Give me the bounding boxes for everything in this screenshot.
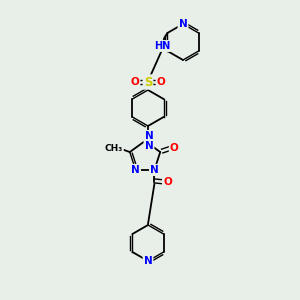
Text: CH₃: CH₃ <box>105 144 123 153</box>
Text: N: N <box>145 141 153 151</box>
Text: O: O <box>163 177 172 187</box>
Text: N: N <box>144 256 152 266</box>
Text: N: N <box>131 165 140 175</box>
Text: N: N <box>178 19 188 29</box>
Text: O: O <box>170 143 178 153</box>
Text: HN: HN <box>154 41 170 51</box>
Text: O: O <box>157 77 165 87</box>
Text: O: O <box>130 77 140 87</box>
Text: N: N <box>145 131 153 141</box>
Text: S: S <box>144 76 152 88</box>
Text: N: N <box>150 165 159 175</box>
